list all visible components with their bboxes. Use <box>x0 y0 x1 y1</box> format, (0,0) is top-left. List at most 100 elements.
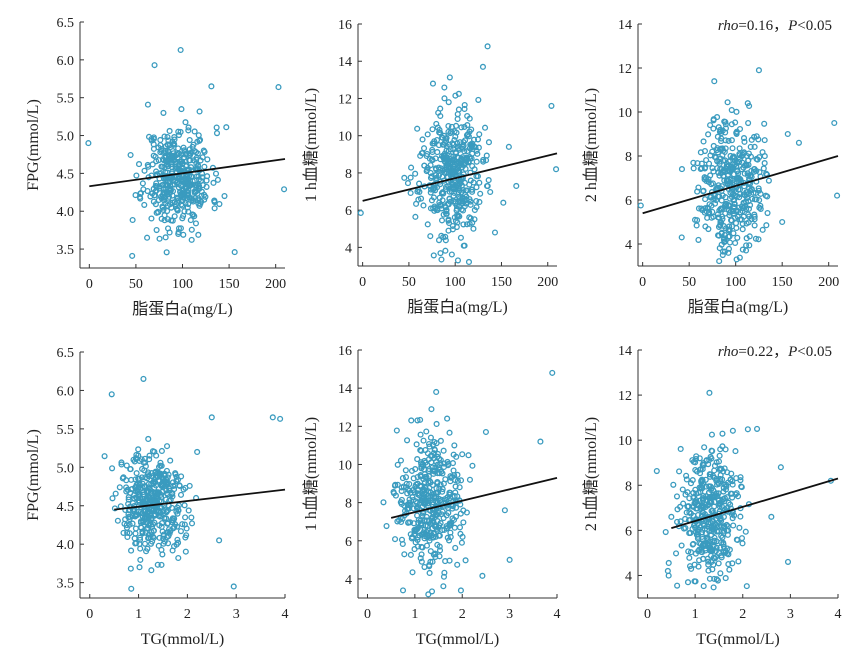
data-point <box>118 461 125 468</box>
data-point <box>145 472 153 479</box>
data-point <box>141 167 148 174</box>
data-point <box>437 129 444 137</box>
data-point <box>423 428 430 435</box>
data-point <box>163 515 170 522</box>
data-point <box>159 528 166 535</box>
data-point <box>704 537 712 544</box>
x-tick-label: 50 <box>129 277 143 292</box>
data-point <box>717 544 724 551</box>
data-point <box>407 551 414 558</box>
data-point <box>437 250 444 257</box>
data-point <box>151 519 158 526</box>
data-point <box>125 496 132 503</box>
data-point <box>715 214 722 221</box>
y-tick-label: 5.5 <box>57 92 75 107</box>
y-tick-label: 4 <box>625 569 632 584</box>
data-point <box>187 217 194 224</box>
data-point <box>451 524 458 531</box>
data-point <box>690 159 697 166</box>
data-point <box>748 136 755 143</box>
data-point <box>454 471 461 478</box>
data-point <box>729 154 736 161</box>
data-point <box>161 133 168 140</box>
data-point <box>724 545 731 552</box>
data-point <box>763 222 770 229</box>
data-point <box>467 177 474 184</box>
y-tick-label: 4 <box>345 573 352 588</box>
data-point <box>736 524 743 531</box>
data-point <box>216 537 223 544</box>
data-point <box>392 492 399 499</box>
data-point <box>728 106 735 114</box>
data-point <box>760 165 767 172</box>
y-tick-label: 10 <box>338 458 352 473</box>
data-point <box>141 201 148 208</box>
data-point <box>180 154 187 161</box>
data-point <box>437 481 444 488</box>
data-point <box>432 553 439 561</box>
data-point <box>151 448 158 455</box>
data-point <box>132 530 139 537</box>
data-point <box>746 242 753 249</box>
data-point <box>680 500 687 507</box>
data-point <box>454 213 461 220</box>
data-point <box>743 161 750 168</box>
data-point <box>454 257 462 264</box>
data-point <box>425 591 432 598</box>
data-point <box>127 466 134 473</box>
data-point <box>449 140 456 147</box>
y-tick-label: 8 <box>345 167 352 182</box>
data-point <box>166 530 173 537</box>
data-point <box>166 142 174 149</box>
data-point <box>737 513 744 520</box>
data-point <box>180 231 187 238</box>
data-point <box>380 499 387 506</box>
data-point <box>721 231 728 239</box>
data-point <box>461 242 468 249</box>
data-point <box>506 556 513 563</box>
data-point <box>730 522 737 529</box>
data-point <box>777 464 784 471</box>
data-point <box>200 147 207 154</box>
data-point <box>168 217 175 224</box>
data-point <box>417 472 424 479</box>
y-axis-label: 2 h血糖(mmol/L) <box>582 88 600 202</box>
data-point <box>728 511 735 518</box>
data-point <box>155 477 162 484</box>
data-point <box>685 548 692 555</box>
data-point <box>435 532 442 539</box>
data-point <box>721 169 729 176</box>
data-point <box>195 181 202 188</box>
data-point <box>171 136 178 143</box>
y-tick-label: 4 <box>625 238 632 253</box>
data-point <box>178 201 185 208</box>
data-point <box>673 493 681 500</box>
data-point <box>160 109 167 116</box>
data-point <box>713 477 720 484</box>
data-point <box>755 136 762 143</box>
data-point <box>662 528 669 536</box>
data-point <box>191 148 198 155</box>
data-point <box>711 467 718 474</box>
data-point <box>129 216 136 224</box>
y-tick-label: 12 <box>618 62 632 77</box>
data-point <box>182 163 190 170</box>
data-point <box>458 539 465 546</box>
data-point <box>136 193 143 201</box>
data-point <box>466 128 473 135</box>
data-point <box>764 210 771 217</box>
data-point <box>484 43 491 50</box>
data-point <box>731 192 738 199</box>
data-point <box>439 470 446 477</box>
data-point <box>230 583 237 590</box>
data-point <box>85 140 92 147</box>
data-point <box>450 198 457 205</box>
data-point <box>420 529 427 536</box>
data-point <box>196 108 203 115</box>
x-tick-label: 1 <box>692 607 699 622</box>
data-point <box>153 158 160 165</box>
data-point <box>694 217 701 224</box>
data-point <box>427 497 434 504</box>
data-point <box>180 177 187 184</box>
data-point <box>140 375 147 382</box>
